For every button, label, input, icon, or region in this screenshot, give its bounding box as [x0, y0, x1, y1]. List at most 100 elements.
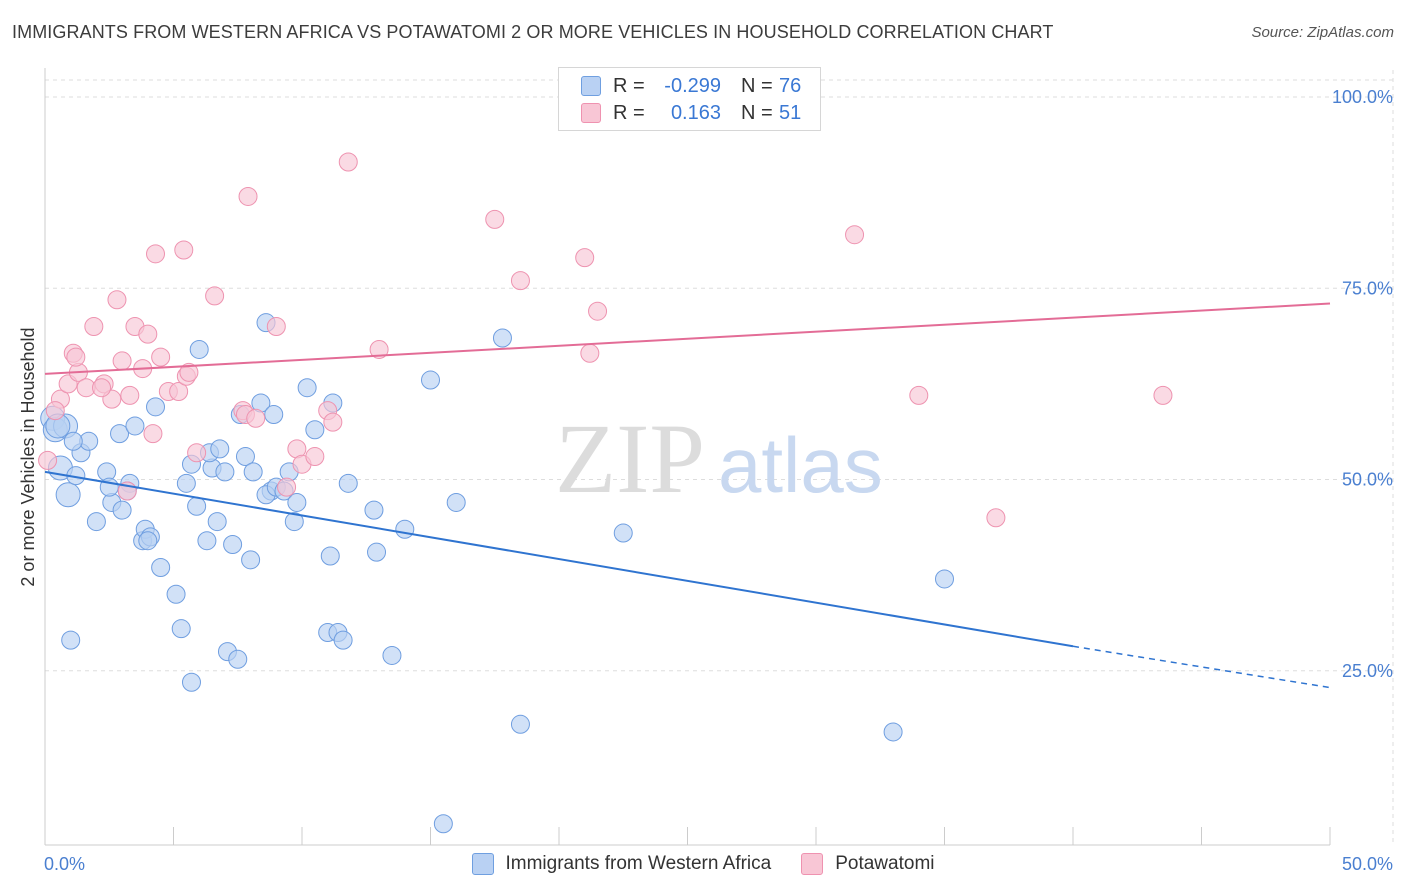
point-potawatomi — [107, 290, 127, 310]
point-western-africa — [333, 630, 353, 650]
point-potawatomi — [277, 477, 297, 497]
point-western-africa — [395, 519, 415, 539]
data-points — [38, 152, 1173, 834]
point-potawatomi — [338, 152, 358, 172]
point-western-africa — [228, 649, 248, 669]
point-potawatomi — [205, 286, 225, 306]
source-label: Source: ZipAtlas.com — [1251, 24, 1394, 41]
point-western-africa — [421, 370, 440, 390]
legend-n-label: N = — [741, 74, 773, 97]
point-western-africa — [171, 619, 191, 639]
legend-n-label: N = — [741, 101, 773, 124]
x-tick-label: 50.0% — [1342, 854, 1393, 874]
legend-item-potawatomi: Potawatomi — [801, 853, 935, 875]
point-western-africa — [210, 439, 230, 459]
legend-label-western-africa: Immigrants from Western Africa — [505, 853, 772, 874]
watermark-zip: ZIP — [555, 403, 705, 514]
point-western-africa — [112, 500, 132, 520]
point-western-africa — [241, 550, 261, 570]
trend-line-potawatomi — [44, 302, 1331, 375]
axis-labels: 25.0% 50.0% 75.0% 100.0% 0.0% 50.0% 2 or more … — [18, 87, 1393, 874]
legend-row-blue: R = -0.299 N = 76 — [581, 74, 801, 98]
point-potawatomi — [92, 378, 112, 398]
point-potawatomi — [169, 382, 189, 402]
y-tick-label: 50.0% — [1342, 470, 1393, 490]
point-potawatomi — [986, 508, 1006, 528]
y-tick-label: 75.0% — [1342, 278, 1393, 298]
point-western-africa — [63, 431, 83, 451]
legend-n-value-blue: 76 — [779, 74, 802, 97]
point-western-africa — [492, 328, 512, 348]
legend-item-western-africa: Immigrants from Western Africa — [471, 853, 772, 875]
x-tick-label: 0.0% — [44, 854, 85, 874]
point-potawatomi — [146, 244, 166, 264]
point-potawatomi — [66, 347, 86, 367]
point-western-africa — [297, 378, 317, 398]
point-potawatomi — [580, 343, 600, 363]
point-western-africa — [364, 500, 384, 520]
point-western-africa — [86, 512, 106, 532]
point-potawatomi — [84, 317, 104, 336]
point-potawatomi — [909, 385, 929, 405]
point-western-africa — [446, 492, 466, 512]
point-western-africa — [338, 473, 358, 493]
point-western-africa — [187, 496, 207, 516]
point-potawatomi — [112, 351, 132, 371]
point-western-africa — [510, 714, 530, 734]
legend-r-value-pink: 0.163 — [670, 101, 721, 124]
point-western-africa — [883, 722, 903, 742]
point-western-africa — [166, 584, 186, 604]
point-potawatomi — [369, 339, 389, 359]
legend-swatch-pink — [581, 103, 601, 123]
legend-n-value-pink: 51 — [779, 101, 802, 124]
point-western-africa — [613, 523, 633, 543]
point-western-africa — [320, 546, 340, 566]
point-western-africa — [207, 512, 227, 532]
point-potawatomi — [1153, 385, 1173, 405]
point-western-africa — [935, 569, 954, 589]
point-potawatomi — [138, 324, 158, 344]
point-western-africa — [189, 339, 209, 359]
point-western-africa — [151, 557, 171, 577]
legend-r-label: R = — [613, 74, 645, 97]
point-western-africa — [243, 462, 263, 482]
point-western-africa — [264, 404, 284, 424]
point-western-africa — [146, 397, 166, 417]
point-western-africa — [367, 542, 387, 562]
trend-line-western-africa-extension — [1072, 645, 1331, 689]
point-potawatomi — [45, 401, 65, 421]
point-western-africa — [181, 672, 201, 692]
point-potawatomi — [246, 408, 266, 428]
legend-swatch-blue — [471, 853, 494, 875]
point-potawatomi — [266, 317, 286, 336]
point-western-africa — [125, 416, 145, 436]
point-western-africa — [61, 630, 81, 650]
point-western-africa — [110, 424, 130, 444]
trend-lines — [44, 302, 1331, 689]
stats-legend: R = -0.299 N = 76 R = 0.163 N = 51 — [558, 67, 821, 131]
point-western-africa — [235, 447, 255, 467]
point-potawatomi — [575, 248, 595, 268]
point-western-africa — [284, 512, 304, 532]
point-potawatomi — [179, 362, 199, 382]
point-western-africa — [223, 535, 243, 555]
point-western-africa — [382, 645, 402, 665]
chart-title: IMMIGRANTS FROM WESTERN AFRICA VS POTAWA… — [12, 22, 1054, 42]
point-potawatomi — [38, 450, 58, 470]
point-potawatomi — [143, 424, 163, 444]
legend-swatch-blue — [581, 76, 601, 96]
point-potawatomi — [238, 186, 258, 206]
legend-label-potawatomi: Potawatomi — [835, 853, 935, 874]
point-western-africa — [215, 462, 235, 482]
legend-r-value-blue: -0.299 — [664, 74, 721, 97]
point-potawatomi — [151, 347, 171, 367]
point-potawatomi — [305, 447, 325, 467]
point-western-africa — [138, 531, 158, 551]
point-potawatomi — [323, 412, 343, 432]
point-western-africa — [176, 473, 196, 493]
point-potawatomi — [120, 385, 140, 405]
legend-row-pink: R = 0.163 N = 51 — [581, 101, 801, 125]
point-western-africa — [433, 814, 453, 834]
point-potawatomi — [187, 443, 207, 463]
